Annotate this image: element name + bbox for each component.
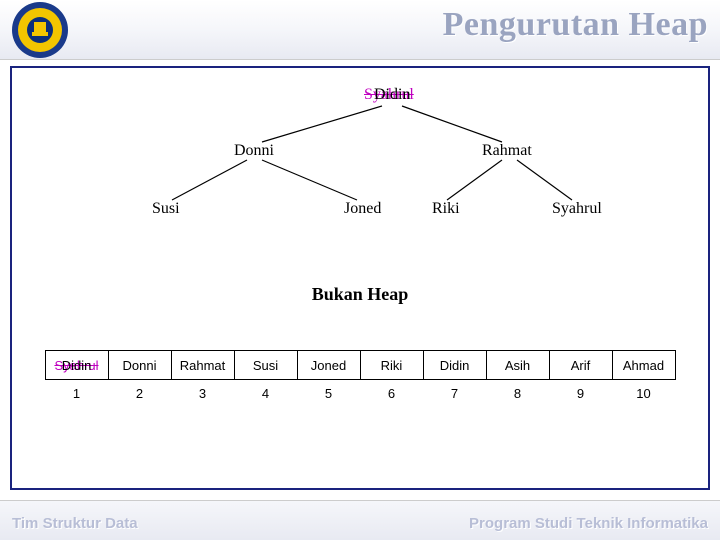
tree-node: Rahmat [482,142,532,160]
array-index: 1 [45,386,109,401]
array-cell: Susi [234,350,298,380]
array-cell: Rahmat [171,350,235,380]
array-index: 4 [234,386,298,401]
tree-diagram: SyahrulDidin Donni Rahmat Susi Joned Riki Syah… [12,68,708,288]
array-index: 2 [108,386,172,401]
diagram-caption: Bukan Heap [12,284,708,305]
tree-edges [12,68,708,288]
array-cell: Riki [360,350,424,380]
array-index: 8 [486,386,550,401]
index-row: 12345678910 [45,386,676,401]
footer-left-text: Tim Struktur Data [12,515,138,532]
tree-node: Syahrul [552,200,602,218]
logo [10,0,70,60]
content-frame: SyahrulDidinDonniRahmatSusiJonedRikiSyah… [10,66,710,490]
array-cell: Arif [549,350,613,380]
tree-node: Donni [234,142,274,160]
footer-bar: Tim Struktur Data Program Studi Teknik I… [0,500,720,540]
tree-node: Riki [432,200,460,218]
page-title: Pengurutan Heap [443,6,708,44]
array-index: 10 [612,386,676,401]
array-index: 5 [297,386,361,401]
tree-node: Joned [344,200,381,218]
array-index: 3 [171,386,235,401]
footer-right-text: Program Studi Teknik Informatika [469,515,708,532]
array-cell: SyahrulDidin [45,350,109,380]
array-index: 9 [549,386,613,401]
array-table: SyahrulDidinDonniRahmatSusiJonedRikiDidi… [12,350,708,401]
array-row: SyahrulDidinDonniRahmatSusiJonedRikiDidi… [45,350,676,380]
header-bar: Pengurutan Heap [0,0,720,60]
array-index: 6 [360,386,424,401]
array-cell: Didin [423,350,487,380]
array-cell: Ahmad [612,350,676,380]
tree-node: SyahrulDidin [364,86,414,104]
array-cell: Joned [297,350,361,380]
array-cell: Asih [486,350,550,380]
array-cell: Donni [108,350,172,380]
tree-node: Susi [152,200,180,218]
array-index: 7 [423,386,487,401]
